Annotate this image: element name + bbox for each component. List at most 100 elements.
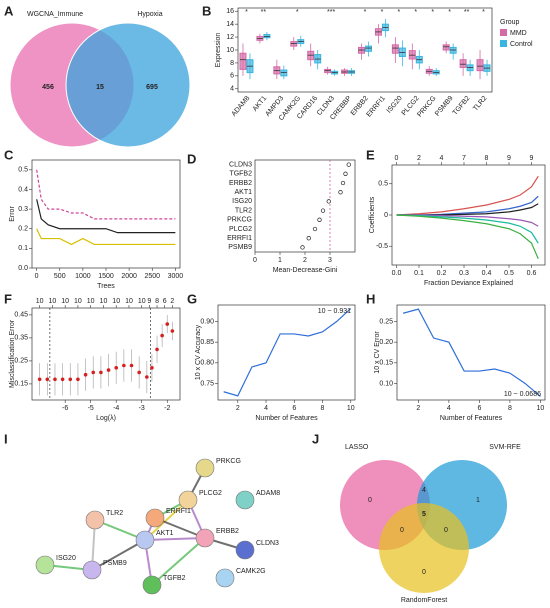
point xyxy=(150,366,154,370)
x-tick-label: -4 xyxy=(113,405,119,412)
x-tick-label: 0.6 xyxy=(527,270,537,277)
dot xyxy=(317,217,322,222)
x-tick-label: 500 xyxy=(54,273,66,280)
category-label: PLCG2 xyxy=(229,226,252,233)
node xyxy=(215,568,235,588)
x-tick-label: 2500 xyxy=(144,273,160,280)
y-tick-label: 0.3 xyxy=(18,206,28,213)
legend-swatch xyxy=(500,40,507,47)
x-tick-label: 0 xyxy=(35,273,39,280)
top-tick-label: 9 xyxy=(507,155,511,162)
panel-letter: J xyxy=(312,431,319,446)
y-tick-label: 14 xyxy=(226,21,234,28)
top-tick-label: 10 xyxy=(87,298,95,305)
top-tick-label: 10 xyxy=(112,298,120,305)
venn-count: 0 xyxy=(444,527,448,534)
node-label: TGFB2 xyxy=(163,575,186,582)
venn-count: 695 xyxy=(146,84,158,91)
panel-letter: E xyxy=(366,147,375,162)
node-label: CAMK2G xyxy=(236,568,266,575)
category-label: CLDN3 xyxy=(229,161,252,168)
node xyxy=(82,560,102,580)
x-tick-label: 0.2 xyxy=(437,270,447,277)
node-label: ERRFI1 xyxy=(166,508,191,515)
top-tick-label: 0 xyxy=(395,155,399,162)
y-tick-label: 0.5 xyxy=(378,181,388,188)
x-tick-label: 3 xyxy=(328,257,332,264)
top-tick-label: 9 xyxy=(147,298,151,305)
x-tick-label: -2 xyxy=(164,405,170,412)
category-label: AKT1 xyxy=(234,189,252,196)
plot-frame xyxy=(31,307,181,401)
box xyxy=(239,52,247,70)
point xyxy=(170,329,175,333)
point xyxy=(129,363,134,368)
annotation: 10 ~ 0.931 xyxy=(318,308,351,315)
dot xyxy=(340,180,346,186)
data-line xyxy=(36,169,176,220)
y-tick-label: 0.85 xyxy=(200,339,214,346)
point xyxy=(114,366,119,370)
x-axis-label: Trees xyxy=(97,283,115,290)
legend-label: Control xyxy=(510,41,533,48)
point xyxy=(137,370,141,375)
y-tick-label: 0.1 xyxy=(18,245,28,252)
y-tick-label: 0.75 xyxy=(200,380,214,387)
set-label: RandomForest xyxy=(401,597,447,604)
data-line xyxy=(36,199,176,234)
node xyxy=(145,508,165,528)
top-tick-label: 2 xyxy=(417,155,421,162)
x-axis-label: Fraction Deviance Explained xyxy=(424,280,513,287)
point xyxy=(106,368,111,372)
top-tick-label: 10 xyxy=(36,298,44,305)
y-axis-label: Coefficients xyxy=(369,196,376,233)
x-tick-label: 8 xyxy=(508,405,512,412)
significance: *** xyxy=(327,9,335,16)
x-tick-label: 1000 xyxy=(75,273,91,280)
x-tick-label: 6 xyxy=(292,405,296,412)
x-tick-label: 0.1 xyxy=(414,270,424,277)
point xyxy=(45,377,50,382)
panel-letter: I xyxy=(4,431,8,446)
y-tick-label: 0.2 xyxy=(18,226,28,233)
top-tick-label: 10 xyxy=(61,298,69,305)
y-axis-label: 10 x CV Error xyxy=(374,331,381,374)
box xyxy=(476,59,484,72)
node-label: ERBB2 xyxy=(216,528,239,535)
plot-frame xyxy=(217,304,356,401)
venn-set xyxy=(65,22,191,148)
venn-count: 0 xyxy=(368,497,372,504)
y-tick-label: 0.0 xyxy=(18,265,28,272)
venn-count: 5 xyxy=(422,511,426,518)
box xyxy=(391,44,399,54)
y-tick-label: 0.10 xyxy=(379,380,393,387)
x-tick-label: 10 xyxy=(347,405,355,412)
top-tick-label: 4 xyxy=(440,155,444,162)
panel-letter: D xyxy=(187,151,196,166)
data-line xyxy=(402,308,541,397)
edge xyxy=(144,537,206,541)
set-label: Hypoxia xyxy=(137,11,162,18)
point xyxy=(91,370,96,375)
x-tick-label: -6 xyxy=(62,405,68,412)
point xyxy=(99,370,103,375)
venn-count: 456 xyxy=(42,84,54,91)
top-tick-label: 9 xyxy=(530,155,534,162)
x-tick-label: TGFB2 xyxy=(452,95,472,117)
venn-count: 15 xyxy=(96,84,104,91)
top-tick-label: 8 xyxy=(485,155,489,162)
point xyxy=(155,347,159,352)
dot xyxy=(343,171,348,176)
node xyxy=(235,490,255,510)
y-axis-label: 10 x CV Accuracy xyxy=(195,324,202,380)
x-tick-label: 0.5 xyxy=(504,270,514,277)
x-tick-label: PSMB9 xyxy=(434,95,455,118)
y-tick-label: -0.5 xyxy=(376,243,388,250)
set-label: WGCNA_Immune xyxy=(27,11,83,18)
x-tick-label: 2 xyxy=(236,405,240,412)
top-tick-label: 10 xyxy=(49,298,57,305)
x-tick-label: 0.0 xyxy=(392,270,402,277)
point xyxy=(145,375,149,379)
dot xyxy=(326,199,331,204)
